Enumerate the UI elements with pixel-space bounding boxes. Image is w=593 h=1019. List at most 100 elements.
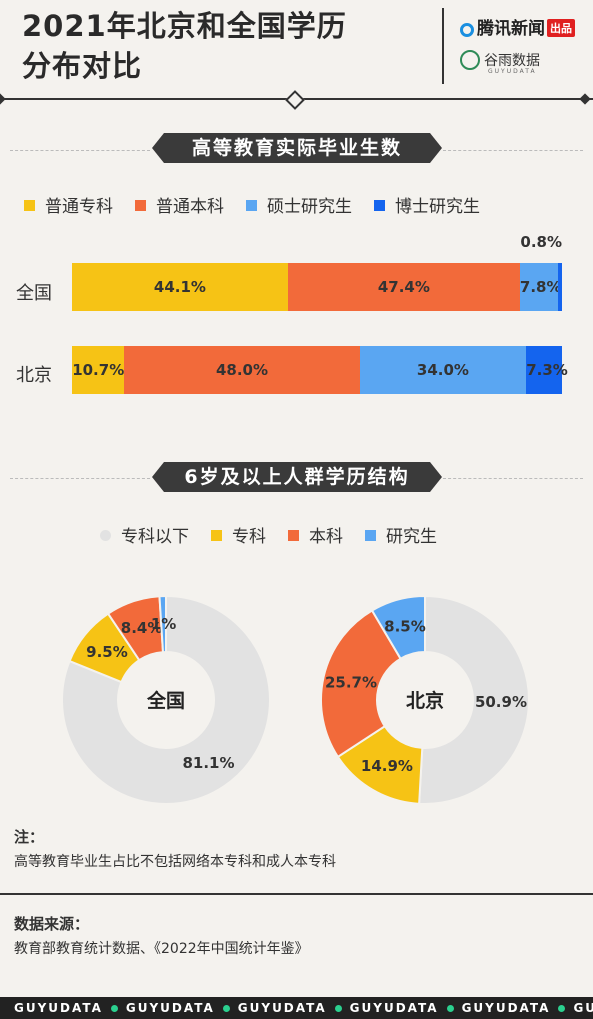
header-divider	[442, 8, 444, 84]
footer-bullet	[110, 1004, 118, 1012]
footer-brand-text: GUYUDATA	[573, 1001, 593, 1015]
bar-segment-zhuanke	[72, 346, 125, 394]
notes-rule	[0, 893, 593, 895]
bar-segment-shuoshi	[359, 346, 527, 394]
bar-data-label: 10.7%	[72, 361, 125, 379]
bar-row-beijing: 10.7% 48.0% 34.0% 7.3%	[72, 346, 568, 394]
bar-data-label: 48.0%	[215, 361, 269, 379]
legend-label: 研究生	[386, 527, 437, 547]
rule-end-left	[0, 93, 6, 105]
bar-row-national: 44.1% 47.4% 7.8% 0.8%	[72, 233, 562, 311]
bar-data-label: 47.4%	[377, 278, 430, 296]
donut-data-label: 8.5%	[384, 618, 426, 636]
donut-center-label: 全国	[146, 689, 185, 712]
brand2-name: 谷雨数据	[484, 53, 540, 69]
bar-data-label: 34.0%	[416, 361, 469, 379]
donut-legend: 专科以下 专科 本科 研究生	[100, 522, 459, 547]
brand1-badge: 出品	[547, 19, 575, 37]
bar-segment-boshi	[558, 263, 562, 311]
legend-item: 普通专科	[24, 192, 113, 217]
legend-item: 专科以下	[100, 522, 189, 547]
legend-swatch	[365, 530, 376, 541]
legend-swatch	[211, 530, 222, 541]
donut-slice-yanjiusheng	[370, 594, 426, 661]
bar-segment-shuoshi	[519, 263, 559, 311]
section2-dash-right	[443, 478, 583, 479]
guyu-data-logo: 谷雨数据 GUYUDATA	[460, 50, 540, 75]
footer-brand-text: GUYUDATA	[461, 1001, 551, 1015]
donut-data-label: 9.5%	[86, 643, 128, 661]
legend-swatch	[374, 200, 385, 211]
rule-end-right	[579, 93, 591, 105]
footer-brand-text: GUYUDATA	[125, 1001, 215, 1015]
footer-bullet	[446, 1004, 454, 1012]
legend-swatch	[100, 530, 111, 541]
legend-swatch	[135, 200, 146, 211]
section1-dash-right	[443, 150, 583, 151]
rule-diamond	[285, 90, 305, 110]
title-line-2: 分布对比	[22, 49, 143, 83]
section2-dash-left	[10, 478, 150, 479]
bar-segment-benke	[124, 346, 360, 394]
tencent-news-logo: 腾讯新闻 出品	[460, 14, 575, 39]
legend-item: 博士研究生	[374, 192, 480, 217]
footer-brand-text: GUYUDATA	[349, 1001, 439, 1015]
brand1-name: 腾讯新闻	[477, 19, 545, 39]
section2-title: 6岁及以上人群学历结构	[152, 462, 442, 492]
legend-label: 专科以下	[121, 527, 189, 547]
bar-category-label: 北京	[16, 365, 52, 386]
donut-data-label: 14.9%	[361, 757, 413, 775]
bar-data-label: 7.3%	[526, 361, 568, 379]
source-text: 教育部教育统计数据、《2022年中国统计年鉴》	[14, 941, 309, 957]
donut-chart-national: 81.1% 9.5% 8.4%1% 全国	[61, 594, 271, 805]
bar-segment-boshi	[526, 346, 562, 394]
legend-label: 博士研究生	[395, 197, 480, 217]
donut-chart-beijing: 50.9% 14.9% 25.7% 8.5% 北京	[320, 594, 530, 805]
legend-swatch	[288, 530, 299, 541]
footer-brand-text: GUYUDATA	[14, 1001, 103, 1015]
donut-data-label: 81.1%	[182, 754, 234, 772]
donut-data-label: 50.9%	[475, 693, 527, 711]
footer-banner: GUYUDATA GUYUDATA GUYUDATA GUYUDATA GUYUDATA…	[0, 997, 593, 1019]
bar-legend: 普通专科 普通本科 硕士研究生 博士研究生	[24, 192, 502, 217]
legend-item: 硕士研究生	[246, 192, 352, 217]
bar-segment-zhuanke	[72, 263, 288, 311]
header: 2021年北京和全国学历 分布对比 腾讯新闻 出品 谷雨数据 GUYUDATA	[0, 0, 593, 92]
donut-center-label: 北京	[406, 689, 444, 712]
donut-data-label: 25.7%	[325, 674, 377, 692]
bar-category-label: 全国	[16, 283, 52, 304]
footer-bullet	[334, 1004, 342, 1012]
legend-label: 普通本科	[156, 197, 224, 217]
guyu-logo-icon	[460, 50, 480, 70]
donut-slice-below	[418, 594, 530, 805]
legend-item: 本科	[288, 522, 343, 547]
legend-swatch	[246, 200, 257, 211]
donut-data-label: 1%	[151, 615, 176, 633]
page-title: 2021年北京和全国学历 分布对比	[22, 6, 347, 86]
donut-slice-below	[61, 594, 271, 805]
legend-label: 硕士研究生	[267, 197, 352, 217]
bar-data-label: 44.1%	[153, 278, 206, 296]
footer-bullet	[222, 1004, 230, 1012]
legend-item: 专科	[211, 522, 266, 547]
donut-slice-benke	[320, 609, 402, 759]
section1-title: 高等教育实际毕业生数	[152, 133, 442, 163]
donut-slice-yanjiusheng	[158, 594, 167, 654]
legend-label: 本科	[309, 527, 343, 547]
title-line-1: 2021年北京和全国学历	[22, 9, 347, 43]
bar-data-label: 0.8%	[520, 233, 562, 251]
note-text: 高等教育毕业生占比不包括网络本专科和成人本专科	[14, 854, 336, 870]
source-heading: 数据来源：	[14, 915, 90, 933]
brand2-sub: GUYUDATA	[488, 68, 537, 75]
tencent-news-icon	[460, 23, 474, 37]
legend-label: 专科	[232, 527, 266, 547]
note-heading: 注：	[14, 828, 45, 846]
section1-dash-left	[10, 150, 150, 151]
bar-segment-benke	[287, 263, 520, 311]
donut-data-label: 8.4%	[121, 619, 163, 637]
legend-item: 研究生	[365, 522, 437, 547]
footer-bullet	[558, 1004, 566, 1012]
legend-swatch	[24, 200, 35, 211]
legend-item: 普通本科	[135, 192, 224, 217]
